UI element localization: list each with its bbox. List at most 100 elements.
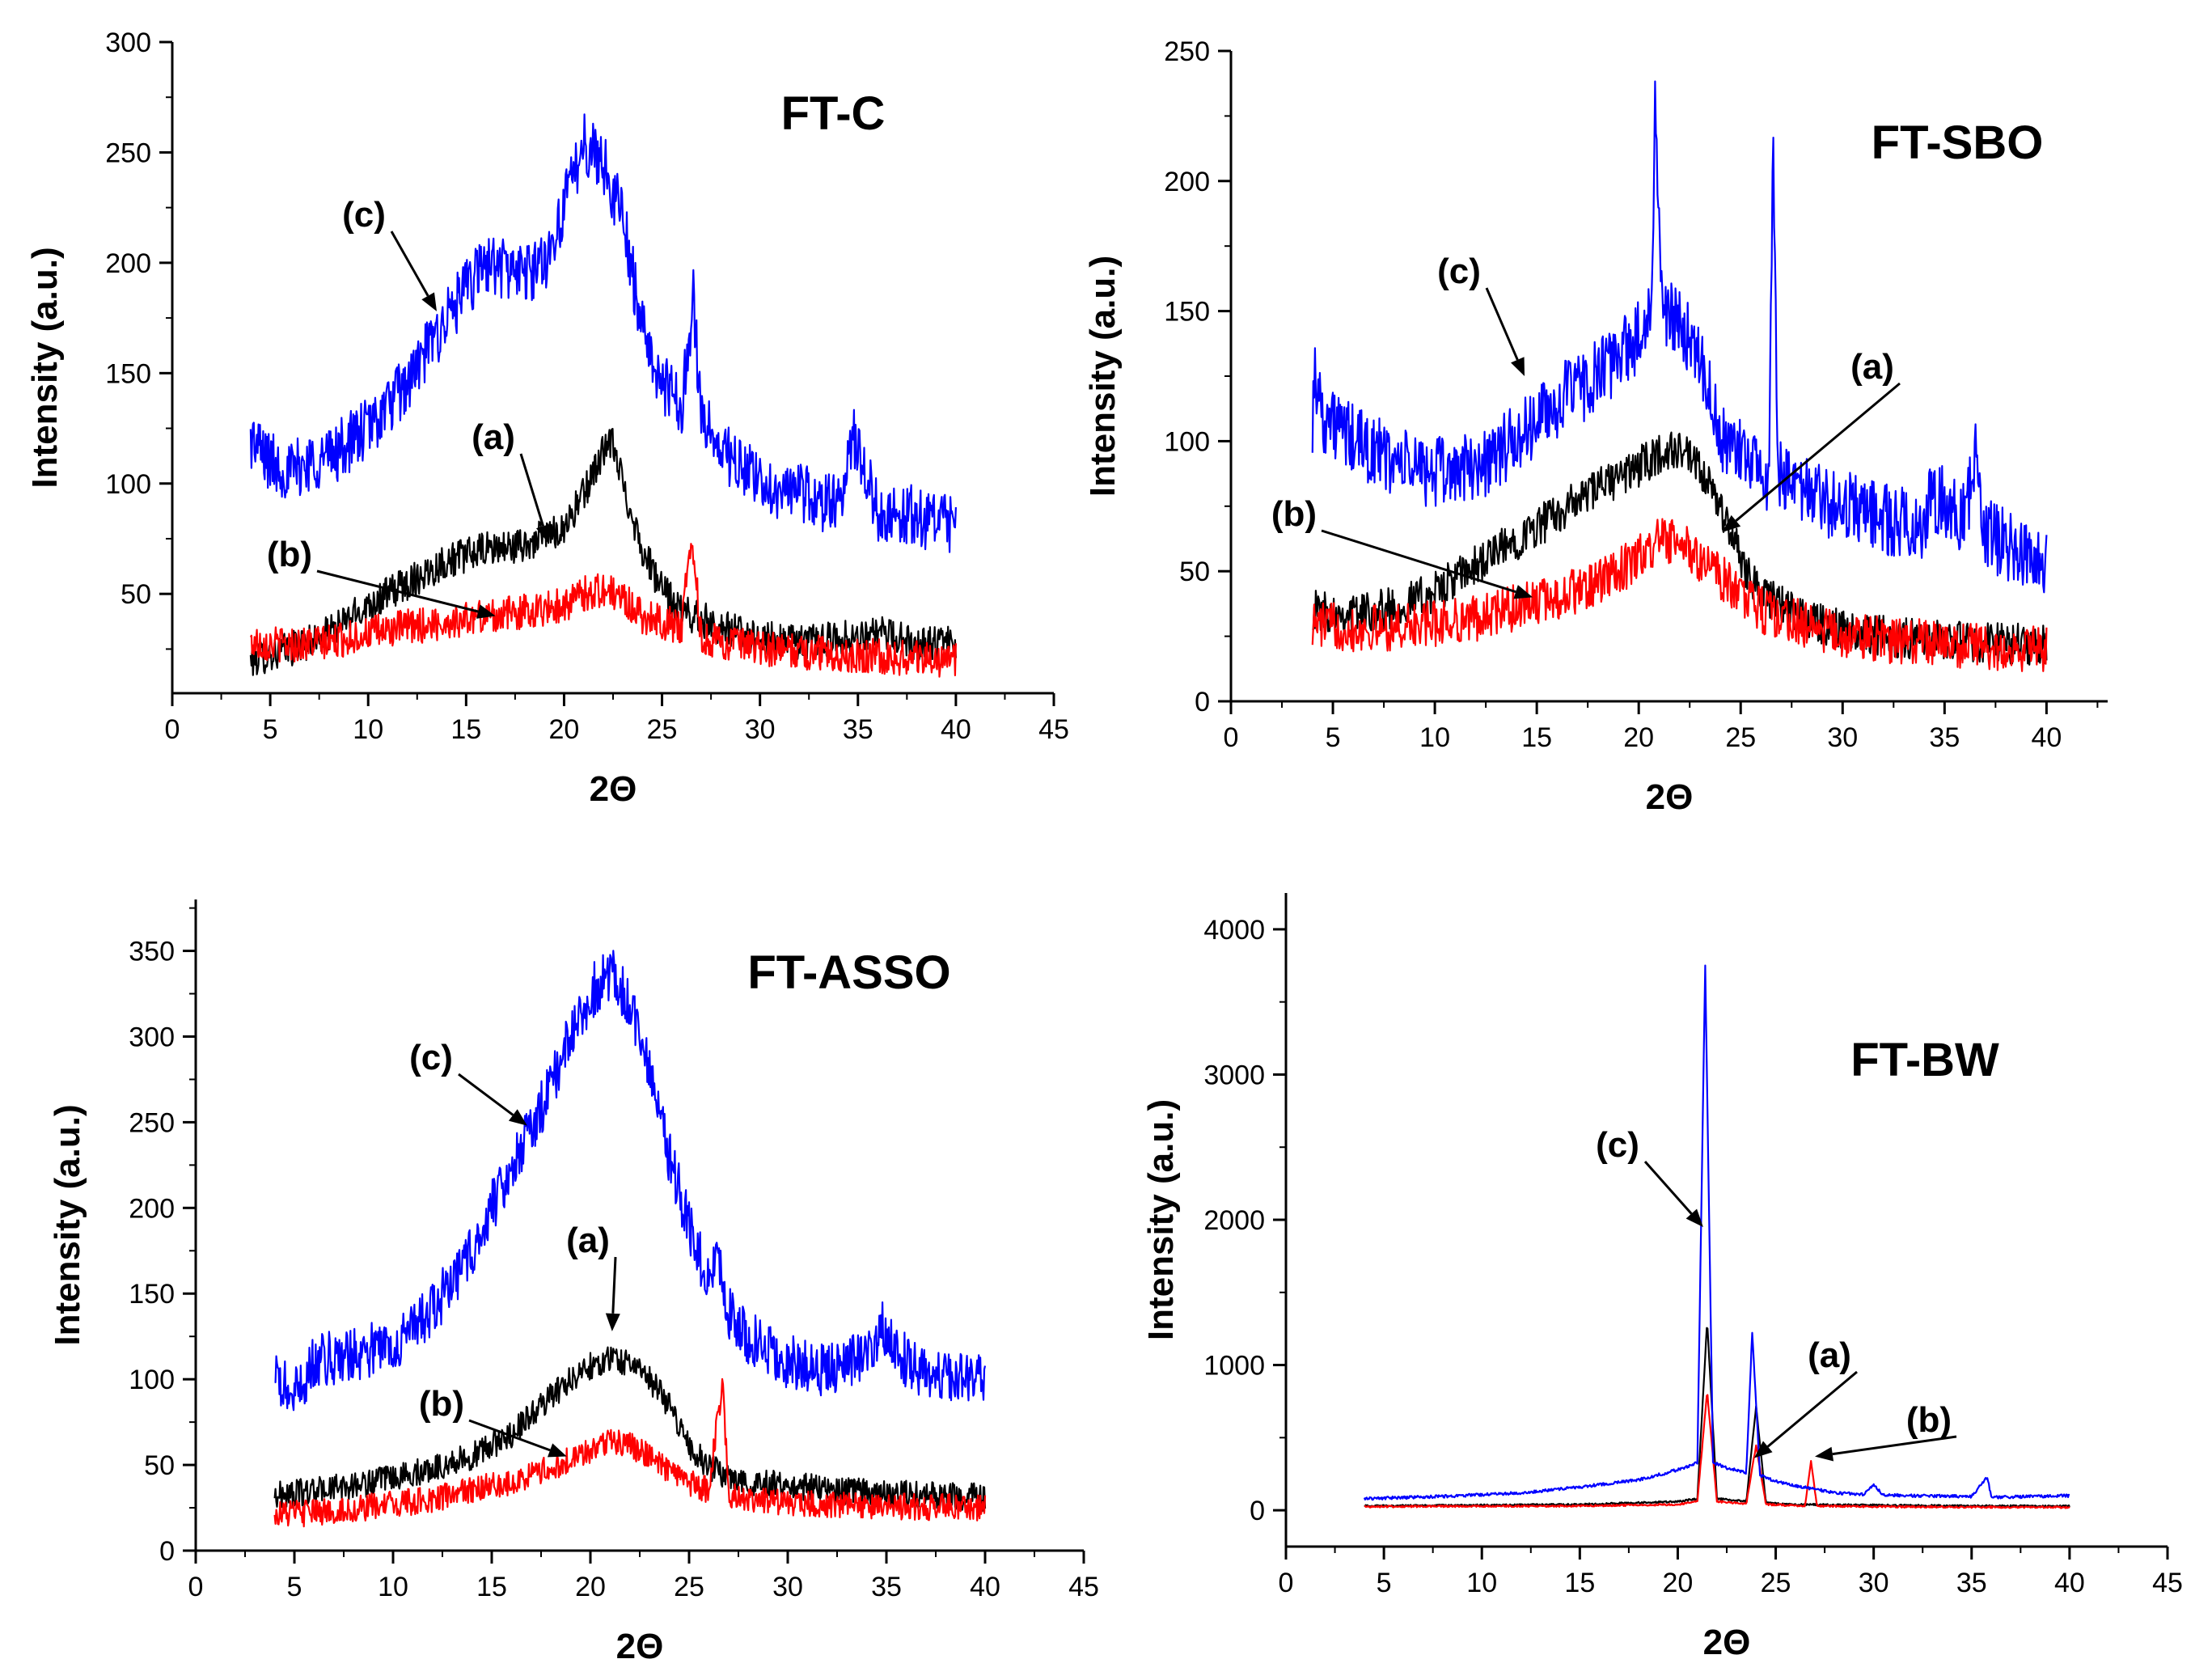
- annotation-label: (c): [342, 195, 386, 235]
- annotation-arrow: [390, 231, 429, 297]
- y-axis-title: Intensity (a.u.): [1141, 1099, 1181, 1340]
- annotation-arrow-head: [1685, 1208, 1703, 1227]
- annotation-label: (a): [1850, 347, 1894, 387]
- y-tick-label: 350: [129, 937, 175, 967]
- x-tick-label: 35: [843, 714, 873, 745]
- y-tick-label: 0: [1195, 687, 1210, 717]
- y-tick-label: 0: [1250, 1496, 1265, 1526]
- annotation-arrow-head: [605, 1313, 620, 1331]
- annotation-arrow-head: [508, 1109, 527, 1126]
- x-tick-label: 45: [1038, 714, 1069, 745]
- annotation-arrow: [1485, 287, 1519, 361]
- x-tick-label: 35: [1956, 1568, 1987, 1598]
- x-tick-label: 10: [378, 1572, 408, 1602]
- annotation-label: (a): [472, 417, 515, 457]
- y-tick-label: 50: [144, 1450, 175, 1481]
- x-tick-label: 30: [1827, 722, 1858, 753]
- x-axis-title: 2Θ: [1703, 1623, 1751, 1662]
- x-tick-label: 20: [1623, 722, 1654, 753]
- annotation-label: (c): [409, 1038, 453, 1077]
- annotation-arrow: [458, 1073, 514, 1116]
- annotation-arrow: [1832, 1435, 1957, 1456]
- x-tick-label: 20: [1663, 1568, 1694, 1598]
- chart-panel-1: 0 5 10 15 20 25 30 35 40 45 50 100 150 200 250 300 2Θ Int…: [25, 28, 1069, 809]
- y-tick-label: 100: [1164, 426, 1210, 457]
- x-tick-label: 35: [871, 1572, 902, 1602]
- y-tick-label: 4000: [1203, 915, 1265, 946]
- y-axis-title: Intensity (a.u.): [1083, 256, 1123, 497]
- annotation-arrow-head: [1511, 357, 1525, 376]
- annotation-label: (b): [1906, 1400, 1952, 1440]
- x-tick-label: 10: [1419, 722, 1450, 753]
- series-line-c: [274, 950, 987, 1411]
- series-line-b: [1311, 518, 2048, 672]
- annotation-arrow: [316, 569, 479, 613]
- annotation-label: (a): [566, 1221, 610, 1260]
- annotation-label: (b): [267, 535, 312, 574]
- chart-panel-3: 0 5 10 15 20 25 30 35 40 45 0 50 100 150 200 250 300 350 2…: [48, 899, 1099, 1666]
- x-tick-label: 45: [2152, 1568, 2183, 1598]
- x-tick-label: 35: [1929, 722, 1960, 753]
- x-tick-label: 40: [2031, 722, 2062, 753]
- y-tick-label: 0: [159, 1536, 175, 1567]
- x-tick-label: 10: [1466, 1568, 1497, 1598]
- annotation-arrow: [1766, 1370, 1858, 1448]
- x-tick-label: 15: [450, 714, 481, 745]
- y-tick-label: 300: [105, 28, 151, 58]
- y-tick-label: 150: [1164, 297, 1210, 328]
- x-axis-title: 2Θ: [590, 769, 637, 809]
- y-tick-label: 250: [1164, 36, 1210, 67]
- annotation-arrow-head: [1753, 1441, 1773, 1458]
- y-tick-label: 150: [105, 358, 151, 389]
- x-tick-label: 0: [165, 714, 180, 745]
- x-tick-label: 15: [1521, 722, 1552, 753]
- annotation-arrow-head: [547, 1443, 567, 1458]
- series-line-c: [249, 113, 957, 553]
- x-tick-label: 40: [2054, 1568, 2085, 1598]
- annotation-arrow-head: [421, 292, 437, 311]
- panel-title: FT-ASSO: [747, 946, 950, 999]
- annotation-arrow-head: [1513, 585, 1533, 599]
- y-tick-label: 3000: [1203, 1060, 1265, 1090]
- annotation-label: (a): [1808, 1335, 1851, 1375]
- x-tick-label: 40: [970, 1572, 1000, 1602]
- x-axis-title: 2Θ: [1646, 777, 1694, 817]
- x-tick-label: 25: [647, 714, 678, 745]
- x-tick-label: 0: [1224, 722, 1239, 753]
- annotation-arrow: [1643, 1161, 1693, 1215]
- y-axis-title: Intensity (a.u.): [48, 1104, 87, 1345]
- x-tick-label: 30: [772, 1572, 803, 1602]
- panel-title: FT-BW: [1850, 1034, 1999, 1086]
- panel-title: FT-SBO: [1872, 116, 2044, 169]
- y-tick-label: 50: [121, 579, 151, 610]
- y-tick-label: 150: [129, 1279, 175, 1310]
- series-line-b: [273, 1378, 987, 1528]
- annotation-arrow-head: [1722, 514, 1741, 532]
- x-tick-label: 5: [1377, 1568, 1392, 1598]
- chart-panel-2: 0 5 10 15 20 25 30 35 40 0 50 100 150 200 250 2Θ Intensi…: [1083, 36, 2108, 817]
- annotation-label: (c): [1596, 1125, 1639, 1165]
- annotation-arrow: [519, 453, 545, 527]
- x-tick-label: 30: [1859, 1568, 1889, 1598]
- y-axis-title: Intensity (a.u.): [25, 247, 65, 488]
- series-line-a: [1364, 1327, 2070, 1509]
- x-tick-label: 0: [1279, 1568, 1294, 1598]
- annotation-arrow: [1735, 382, 1901, 522]
- annotation-label: (b): [1271, 494, 1317, 534]
- y-tick-label: 200: [1164, 167, 1210, 197]
- chart-panel-4: 0 5 10 15 20 25 30 35 40 45 0 1000 2000 3000 4000 2Θ Int…: [1141, 893, 2183, 1662]
- series-line-a: [273, 1346, 987, 1512]
- x-tick-label: 15: [1564, 1568, 1595, 1598]
- annotation-arrow-head: [535, 523, 551, 544]
- annotation-arrow: [468, 1419, 551, 1452]
- y-tick-label: 250: [129, 1107, 175, 1138]
- x-tick-label: 45: [1068, 1572, 1099, 1602]
- y-tick-label: 250: [105, 138, 151, 168]
- series-line-c: [1311, 80, 2048, 594]
- y-tick-label: 50: [1179, 557, 1210, 587]
- x-tick-label: 20: [549, 714, 580, 745]
- x-tick-label: 5: [263, 714, 278, 745]
- x-tick-label: 25: [1761, 1568, 1791, 1598]
- x-axis-title: 2Θ: [616, 1627, 664, 1666]
